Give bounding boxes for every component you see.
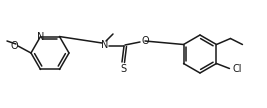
Text: Cl: Cl bbox=[233, 64, 242, 75]
Text: N: N bbox=[37, 32, 44, 42]
Text: O: O bbox=[141, 36, 149, 46]
Text: N: N bbox=[101, 40, 109, 50]
Text: O: O bbox=[10, 41, 18, 51]
Text: S: S bbox=[120, 64, 126, 74]
